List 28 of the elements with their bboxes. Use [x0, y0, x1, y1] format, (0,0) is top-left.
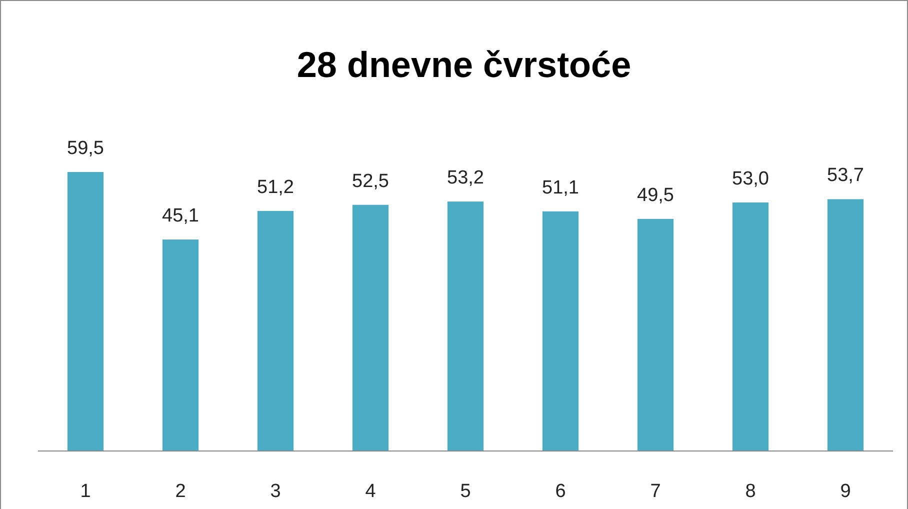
x-tick-label: 6 [555, 481, 566, 502]
bar [732, 202, 769, 451]
data-label: 59,5 [67, 138, 104, 159]
bar [162, 240, 199, 451]
x-tick-label: 5 [460, 481, 471, 502]
x-tick-label: 1 [80, 481, 91, 502]
bar [542, 211, 579, 451]
data-label: 53,7 [827, 165, 864, 186]
data-label: 53,2 [447, 168, 484, 189]
data-label: 53,0 [732, 168, 769, 190]
bar [67, 172, 104, 451]
x-tick-label: 8 [745, 481, 756, 502]
bar [257, 210, 294, 451]
data-label: 51,2 [257, 176, 294, 198]
chart-title: 28 dnevne čvrstoće [296, 44, 632, 85]
x-tick-label: 2 [175, 481, 186, 502]
bar [637, 218, 674, 451]
x-tick-label: 7 [650, 481, 661, 502]
data-label: 52,5 [352, 170, 389, 192]
x-tick-label: 3 [270, 481, 281, 502]
bar [827, 199, 864, 451]
data-label: 45,1 [162, 206, 199, 227]
data-label: 51,1 [542, 177, 579, 198]
bar [447, 202, 484, 451]
x-tick-label: 9 [840, 481, 851, 502]
x-tick-label: 4 [365, 481, 376, 502]
bar [352, 204, 389, 451]
data-label: 49,5 [637, 184, 674, 206]
